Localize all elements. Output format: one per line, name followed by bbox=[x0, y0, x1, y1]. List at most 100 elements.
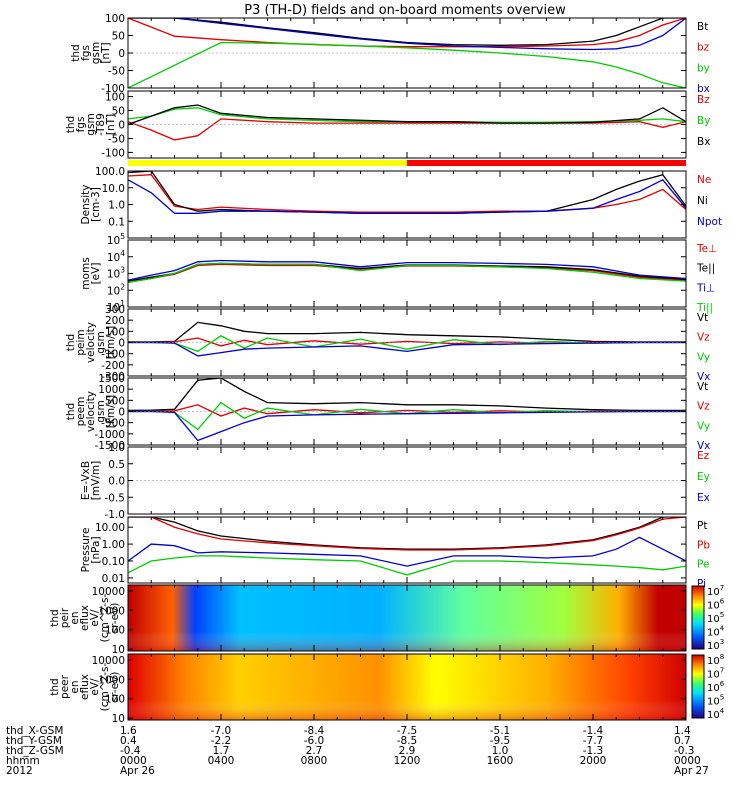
y-axis-label: peir bbox=[59, 607, 71, 628]
legend-entry: Vt bbox=[697, 381, 708, 393]
y-axis-label: thd bbox=[49, 678, 61, 695]
legend-entry: by bbox=[697, 62, 710, 74]
y-axis-label: en bbox=[69, 611, 81, 624]
series-line-bx bbox=[128, 18, 686, 51]
y-axis-label: (cm^2-s- bbox=[99, 593, 111, 642]
x-column-value: 0400 bbox=[208, 755, 235, 767]
x-column-value: 1.4 bbox=[674, 725, 691, 737]
y-tick-label: 100 bbox=[105, 694, 125, 706]
y-tick-label: 0.1 bbox=[108, 216, 125, 228]
series-line-Vt bbox=[128, 378, 686, 412]
y-tick-label: -100 bbox=[101, 83, 125, 95]
panel-7: 1.0 0.5 0.0 -0.5 -1.0 E=-VxB[mV/m] Ez Ey Ex bbox=[80, 442, 710, 521]
y-tick-exponent: 1 bbox=[120, 299, 125, 308]
colorbar-tick-exponent: 6 bbox=[720, 680, 725, 688]
y-axis-label: gsm bbox=[95, 331, 107, 353]
y-axis-label: [mV/m] bbox=[90, 461, 102, 500]
series-line-Ti⊥ bbox=[128, 259, 686, 281]
legend-entry: Ex bbox=[697, 492, 710, 504]
y-tick-label: 0.10 bbox=[102, 556, 125, 568]
legend-entry: Te⊥ bbox=[696, 243, 717, 255]
y-tick-exponent: 2 bbox=[120, 282, 125, 291]
series-line-Pt bbox=[128, 517, 686, 550]
figure-title: P3 (TH-D) fields and on-board moments ov… bbox=[244, 3, 566, 18]
series-line-Vx bbox=[128, 410, 686, 442]
x-column-value: 0.4 bbox=[120, 735, 137, 747]
colorbar-tick-label: 103 bbox=[707, 638, 724, 652]
panel-frame bbox=[127, 446, 687, 515]
colorbar-tick-label: 106 bbox=[707, 598, 725, 612]
legend-entry: Vz bbox=[697, 401, 710, 413]
y-tick-label: 0.5 bbox=[108, 459, 125, 471]
y-tick-label: 102 bbox=[107, 282, 125, 297]
x-column-value: Apr 27 bbox=[674, 765, 709, 777]
y-tick-label: 10 bbox=[112, 644, 125, 656]
series-line-Bz bbox=[128, 118, 686, 141]
y-axis-label: thd bbox=[65, 116, 77, 133]
y-tick-label: 0 bbox=[118, 48, 125, 60]
x-column-value: -0.4 bbox=[120, 745, 141, 757]
x-column-value: 1200 bbox=[394, 755, 421, 767]
legend-entry: Ne bbox=[697, 174, 711, 186]
x-column-value: 1.6 bbox=[120, 725, 137, 737]
y-axis-label: [nT] bbox=[100, 42, 112, 63]
legend-entry: Vy bbox=[697, 351, 710, 363]
x-column-value: 1600 bbox=[487, 755, 514, 767]
legend-entry: Vt bbox=[697, 312, 708, 324]
y-axis-label: Pressure bbox=[80, 528, 92, 573]
series-line-Pi bbox=[128, 536, 686, 567]
legend-entry: Bt bbox=[697, 21, 708, 33]
y-axis-label: thd bbox=[65, 334, 77, 351]
legend-entry: Ey bbox=[697, 471, 710, 483]
series-line-Vx bbox=[128, 341, 686, 357]
x-column-value: -5.1 bbox=[490, 725, 511, 737]
series-line-Pb bbox=[128, 517, 686, 551]
colorbar-tick-exponent: 7 bbox=[720, 667, 724, 675]
y-tick-label: 1.0 bbox=[108, 442, 125, 454]
x-column-value: -7.0 bbox=[211, 725, 232, 737]
y-tick-label: 1000 bbox=[98, 605, 125, 617]
series-line-Bx bbox=[128, 104, 686, 126]
panels: 100500-50-100thdfgsgsm[nT]Btbzbybx100500… bbox=[49, 13, 725, 725]
x-column-value: 2.9 bbox=[399, 745, 416, 757]
mode-bar-segment bbox=[407, 160, 686, 166]
y-axis-label: E=-VxB bbox=[80, 461, 92, 500]
y-tick-label: 300 bbox=[105, 304, 125, 316]
y-tick-label: 100.0 bbox=[95, 166, 125, 178]
colorbar-tick-exponent: 4 bbox=[720, 707, 725, 715]
y-tick-label: 1.0 bbox=[108, 200, 125, 212]
y-tick-label: 0 bbox=[118, 120, 125, 132]
y-tick-exponent: 5 bbox=[120, 232, 125, 241]
y-tick-label: -100 bbox=[101, 349, 125, 361]
y-axis-label: velocity bbox=[85, 322, 97, 363]
legend-entry: Vx bbox=[697, 440, 710, 452]
series-line-Pe bbox=[128, 555, 686, 576]
series-line-Ti|| bbox=[128, 262, 686, 283]
colorbar-tick-exponent: 4 bbox=[720, 625, 725, 633]
x-column-value: -0.3 bbox=[674, 745, 695, 757]
colorbar bbox=[691, 585, 705, 650]
series-line-Vy bbox=[128, 401, 686, 431]
y-tick-label: -300 bbox=[101, 371, 125, 383]
y-tick-label: 50 bbox=[112, 31, 125, 43]
legend-entry: Ni bbox=[697, 195, 708, 207]
y-axis-label: gsm bbox=[95, 400, 107, 422]
y-axis-label: peim bbox=[75, 329, 87, 355]
legend-entry: Ez bbox=[697, 450, 710, 462]
series-line-Vt bbox=[128, 321, 686, 343]
x-column-value: Apr 26 bbox=[120, 765, 155, 777]
series-line-bz bbox=[128, 18, 686, 48]
y-axis-label: [km/s] bbox=[105, 395, 117, 429]
y-tick-label: 100 bbox=[105, 92, 125, 104]
y-tick-label: 103 bbox=[107, 266, 125, 281]
x-axis-labels: thd_X-GSMthd_Y-GSMthd_Z-GSMhhmm20121.60.… bbox=[6, 725, 709, 777]
panel-8: 10.00 1.00 0.10 0.01 Pressure[nPa] Pt Pb Pe Pi bbox=[80, 516, 710, 590]
y-tick-label: -100 bbox=[101, 147, 125, 159]
x-column-value: 2000 bbox=[580, 755, 607, 767]
